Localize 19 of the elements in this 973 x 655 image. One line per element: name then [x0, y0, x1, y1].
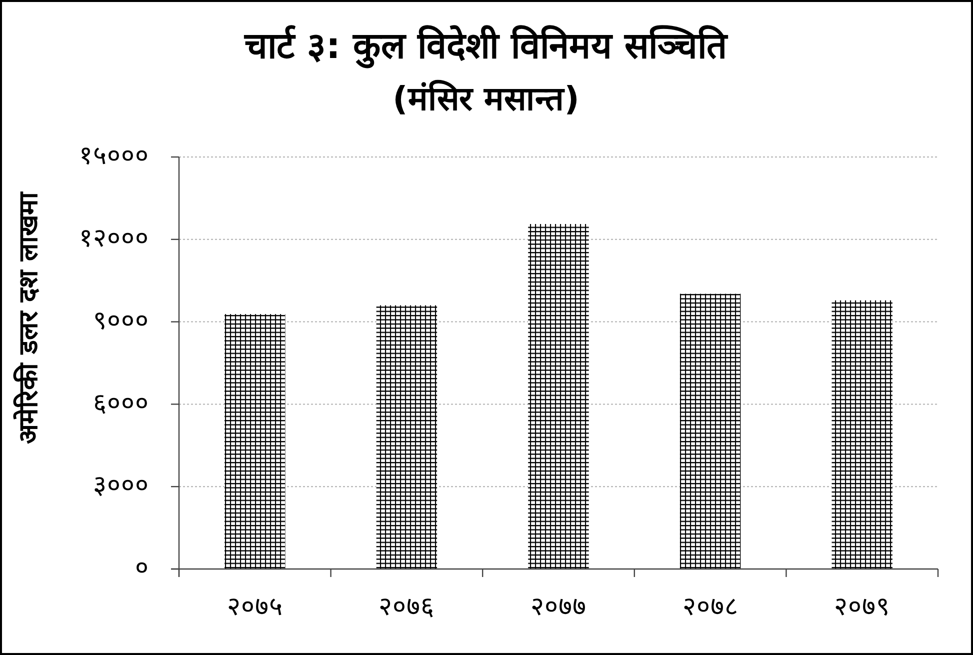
chart-subtitle: (मंसिर मसान्त): [392, 79, 580, 118]
chart-title: चार्ट ३: कुल विदेशी विनिमय सञ्चिति: [243, 25, 729, 69]
y-tick-label: १५०००: [79, 141, 149, 172]
x-tick-label: २०७९: [834, 592, 890, 622]
y-tick-label: ६०००: [93, 388, 149, 418]
bar: [680, 294, 741, 569]
bar: [376, 305, 438, 569]
x-tick-label: २०७६: [378, 592, 435, 622]
y-tick-label: ०: [135, 553, 149, 584]
bar: [832, 300, 892, 569]
y-tick-label: ३०००: [93, 470, 149, 501]
y-tick-label: १२०००: [79, 224, 149, 254]
x-tick-label: २०७५: [226, 592, 283, 622]
y-tick-label: ९०००: [93, 306, 149, 336]
x-tick-label: २०७७: [530, 592, 586, 622]
x-tick-label: २०७८: [682, 592, 738, 622]
bar: [528, 224, 589, 569]
bar: [224, 314, 286, 569]
y-axis-title: अमेरिकी डलर दश लाखमा: [13, 190, 44, 444]
